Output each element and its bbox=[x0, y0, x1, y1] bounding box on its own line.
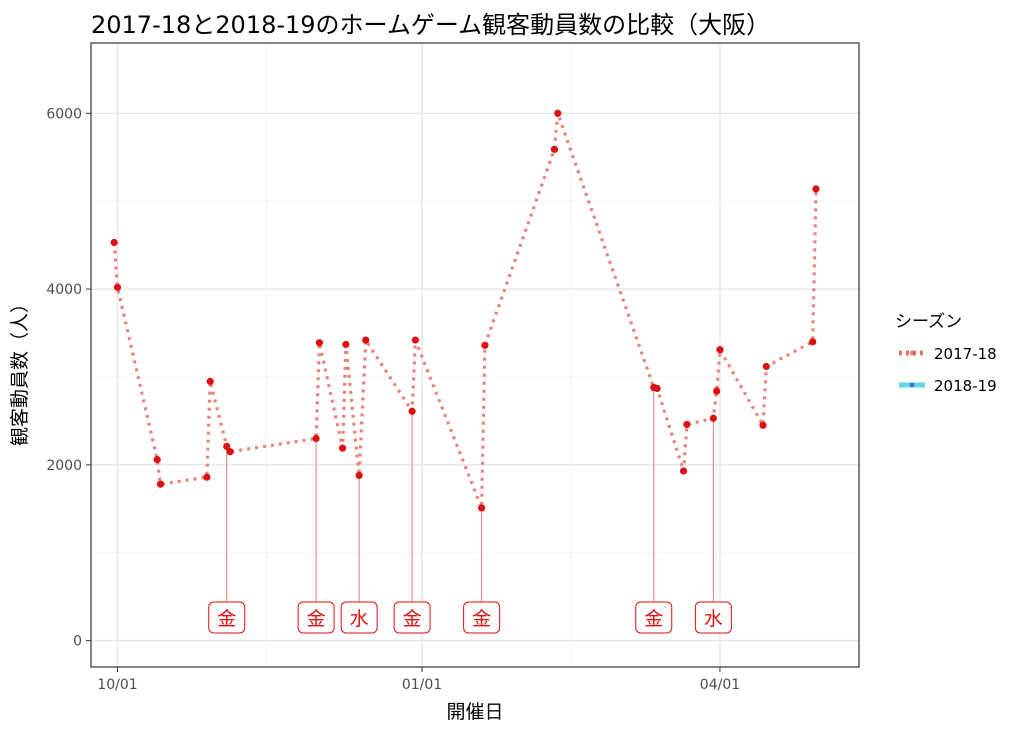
annotation-label: 金 bbox=[208, 601, 246, 634]
legend: シーズン 2017-18 2018-19 bbox=[895, 312, 997, 396]
legend-title: シーズン bbox=[895, 312, 962, 332]
y-tick-label: 4000 bbox=[46, 282, 82, 298]
annotation-label: 金 bbox=[297, 601, 335, 634]
data-point-2017-18 bbox=[709, 414, 717, 422]
x-tick-label: 01/01 bbox=[402, 677, 442, 693]
data-point-2017-18 bbox=[478, 504, 486, 512]
y-axis-title: 観客動員数（人） bbox=[9, 294, 31, 446]
data-point-2017-18 bbox=[683, 420, 691, 429]
data-point-2017-18 bbox=[679, 467, 688, 475]
data-point-2017-18 bbox=[156, 480, 165, 488]
axes: 0 2000 4000 6000 10/01 01/01 04/01 bbox=[46, 42, 860, 693]
annotation-label-box bbox=[297, 601, 335, 634]
legend-label: 2017-18 bbox=[934, 345, 997, 363]
data-point-2017-18 bbox=[411, 336, 420, 344]
data-point-2017-18 bbox=[153, 455, 161, 464]
x-axis-title: 開催日 bbox=[446, 701, 503, 723]
annotation-label-text: 金 bbox=[472, 608, 491, 630]
annotation-label-text: 金 bbox=[307, 608, 326, 630]
annotation-label-box bbox=[208, 601, 246, 634]
data-point-2017-18 bbox=[223, 442, 231, 451]
annotation-label-text: 金 bbox=[644, 608, 663, 630]
annotation-label-text: 金 bbox=[403, 608, 422, 630]
data-point-2017-18 bbox=[312, 434, 320, 443]
annotation-label-box bbox=[393, 601, 431, 634]
data-point-2017-18 bbox=[713, 387, 721, 395]
data-point-2017-18 bbox=[206, 377, 214, 385]
legend-key-point bbox=[909, 382, 915, 388]
data-point-2017-18 bbox=[342, 340, 350, 349]
x-tick-label: 04/01 bbox=[700, 677, 740, 693]
data-point-2017-18 bbox=[315, 339, 324, 347]
data-point-2017-18 bbox=[481, 341, 489, 349]
data-point-2017-18 bbox=[809, 338, 817, 346]
y-tick-label: 2000 bbox=[46, 458, 82, 474]
annotation-label: 水 bbox=[694, 601, 732, 634]
data-point-2017-18 bbox=[113, 283, 122, 291]
data-point-2017-18 bbox=[653, 384, 661, 392]
data-point-2017-18 bbox=[762, 362, 770, 371]
annotation-label-text: 金 bbox=[217, 608, 236, 630]
data-point-2017-18 bbox=[716, 346, 724, 354]
annotation-label-box bbox=[463, 601, 501, 634]
data-point-2017-18 bbox=[554, 109, 562, 117]
annotation-label-text: 水 bbox=[704, 608, 723, 630]
data-point-2017-18 bbox=[550, 145, 559, 153]
data-point-2017-18 bbox=[338, 444, 347, 452]
panel-background bbox=[91, 43, 859, 667]
annotation-label: 金 bbox=[635, 601, 673, 634]
annotation-label: 水 bbox=[340, 601, 378, 634]
annotation-label-box bbox=[340, 601, 378, 634]
data-point-2017-18 bbox=[110, 238, 118, 247]
x-tick-label: 10/01 bbox=[97, 677, 137, 693]
data-point-2017-18 bbox=[759, 421, 767, 429]
annotation-label-text: 水 bbox=[350, 608, 369, 630]
chart-title: 2017-18と2018-19のホームゲーム観客動員数の比較（大阪） bbox=[91, 11, 770, 39]
annotation-label: 金 bbox=[393, 601, 431, 634]
plot-panel: 金金金水金金金水 bbox=[91, 43, 859, 667]
annotation-label-box bbox=[694, 601, 732, 634]
panel-border bbox=[90, 42, 860, 668]
legend-label: 2018-19 bbox=[934, 377, 997, 395]
data-point-2017-18 bbox=[812, 185, 820, 193]
data-point-2017-18 bbox=[226, 448, 234, 456]
annotation-label-box bbox=[635, 601, 673, 634]
data-point-2017-18 bbox=[408, 407, 416, 415]
data-point-2017-18 bbox=[203, 473, 211, 481]
data-point-2017-18 bbox=[355, 471, 363, 480]
data-point-2017-18 bbox=[362, 336, 370, 344]
y-tick-label: 6000 bbox=[46, 106, 82, 122]
y-tick-label: 0 bbox=[73, 634, 82, 650]
legend-key-point bbox=[909, 350, 915, 356]
annotation-label: 金 bbox=[463, 601, 501, 634]
